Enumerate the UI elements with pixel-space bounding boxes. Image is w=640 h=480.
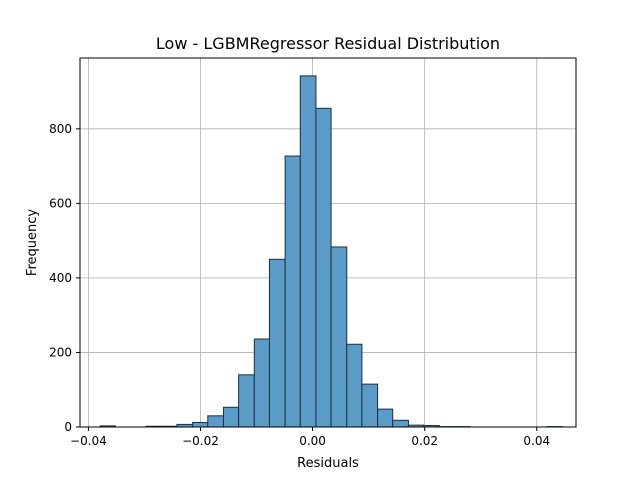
y-tick-label: 0 (64, 420, 72, 434)
x-tick-label: −0.04 (70, 434, 107, 448)
y-axis-label: Frequency (25, 209, 40, 276)
y-tick-label: 400 (49, 271, 72, 285)
x-tick-label: 0.00 (299, 434, 326, 448)
histogram-bar (361, 383, 379, 428)
histogram-bar (284, 155, 301, 428)
histogram-bar (253, 338, 270, 428)
chart-title: Low - LGBMRegressor Residual Distributio… (156, 34, 500, 53)
y-tick-label: 800 (49, 122, 72, 136)
x-axis-label: Residuals (297, 456, 359, 471)
histogram-bar (238, 374, 255, 428)
y-tick-label: 600 (49, 196, 72, 210)
x-tick-label: −0.02 (182, 434, 219, 448)
histogram-bar (207, 415, 224, 428)
x-tick-label: 0.02 (411, 434, 438, 448)
histogram-bar (392, 419, 409, 428)
histogram-bar (222, 406, 240, 428)
histogram-bar (299, 75, 317, 428)
histogram-bar (268, 258, 286, 428)
plot-area-frame (79, 57, 577, 428)
x-tick-label: 0.04 (523, 434, 550, 448)
axis-ticks: −0.04 −0.02 0.00 0.02 0.04 0 200 400 600 800 (49, 122, 550, 448)
histogram-bar (330, 246, 348, 428)
histogram-bar (377, 408, 394, 428)
histogram-bar (192, 422, 209, 428)
y-tick-label: 200 (49, 345, 72, 359)
histogram-bar (346, 343, 363, 428)
histogram-bar (315, 107, 332, 428)
